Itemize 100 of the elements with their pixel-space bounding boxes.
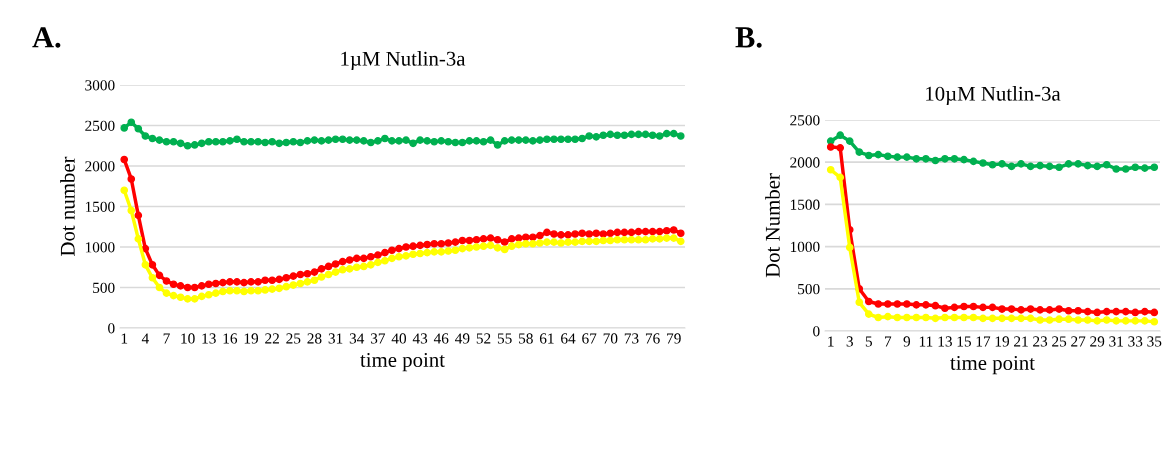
y-tick-label: 2000: [85, 161, 115, 172]
point: [941, 304, 949, 313]
x-tick-label: 11: [919, 336, 933, 347]
point: [874, 313, 883, 322]
y-tick-label: 2500: [790, 115, 820, 126]
y-tick-label: 2500: [85, 120, 115, 131]
point: [1074, 306, 1082, 315]
point: [998, 314, 1006, 323]
y-tick-label: 1500: [85, 201, 115, 212]
y-tick-label: 1000: [85, 242, 115, 253]
x-tick-label: 13: [202, 333, 216, 344]
x-tick-label: 31: [328, 333, 343, 344]
point: [998, 160, 1006, 168]
x-tick-label: 22: [265, 333, 279, 344]
x-tick-label: 3: [846, 336, 853, 347]
point: [1150, 308, 1159, 317]
point: [1074, 160, 1082, 168]
point: [941, 313, 949, 322]
point: [912, 313, 921, 322]
x-tick-label: 17: [976, 336, 991, 347]
y-tick-label: 1000: [790, 241, 820, 253]
x-tick-label: 1: [828, 336, 834, 347]
point: [922, 155, 930, 163]
point: [1055, 163, 1063, 172]
x-tick-label: 9: [903, 336, 911, 347]
point: [864, 297, 873, 306]
y-tick-label: 1500: [790, 199, 820, 210]
x-tick-label: 28: [307, 333, 322, 344]
point: [1026, 314, 1035, 323]
point: [912, 301, 921, 309]
point: [979, 159, 987, 167]
x-tick-label: 58: [519, 333, 533, 344]
point: [988, 314, 997, 323]
x-tick-label: 76: [645, 333, 660, 344]
point: [950, 303, 959, 312]
point: [826, 143, 835, 151]
y-axis-title: Dot Number: [765, 173, 780, 278]
point: [1064, 306, 1073, 315]
point: [988, 160, 997, 169]
point: [1017, 306, 1025, 314]
point: [1007, 305, 1016, 313]
x-tick-label: 13: [938, 336, 952, 347]
point: [1112, 307, 1121, 316]
y-tick-label: 0: [813, 326, 820, 337]
x-tick-label: 10: [181, 333, 195, 344]
point: [1150, 317, 1159, 326]
point: [960, 155, 968, 164]
x-tick-label: 61: [539, 333, 554, 344]
point: [1131, 163, 1140, 172]
x-tick-label: 7: [885, 336, 892, 347]
x-tick-label: 79: [667, 333, 681, 344]
point: [1045, 306, 1054, 314]
point: [1140, 307, 1149, 316]
point: [883, 152, 892, 161]
point: [845, 243, 854, 252]
point: [893, 300, 902, 308]
point: [826, 165, 835, 174]
x-tick-label: 37: [370, 333, 386, 344]
point: [1121, 317, 1130, 325]
x-tick-label: 73: [624, 333, 639, 344]
point: [969, 157, 978, 166]
point: [903, 300, 911, 308]
x-tick-label: 55: [497, 333, 512, 344]
point: [931, 301, 940, 310]
chart-title: 10µM Nutlin-3a: [926, 86, 1061, 105]
point: [874, 150, 883, 159]
point: [1074, 316, 1082, 324]
text: A.: [32, 27, 61, 48]
point: [998, 305, 1006, 313]
x-tick-label: 35: [1147, 336, 1162, 347]
point: [845, 137, 854, 145]
point: [1017, 160, 1025, 168]
x-tick-label: 33: [1128, 336, 1143, 347]
point: [1131, 308, 1140, 317]
x-tick-label: 16: [223, 333, 238, 344]
x-tick-label: 34: [349, 333, 365, 344]
x-tick-label: 7: [163, 333, 170, 344]
point: [922, 301, 930, 309]
y-tick-label: 0: [108, 323, 115, 334]
point: [1045, 316, 1054, 324]
x-tick-label: 40: [391, 333, 407, 344]
point: [931, 314, 940, 323]
point: [1007, 162, 1016, 171]
x-tick-label: 25: [1052, 336, 1067, 347]
point: [883, 300, 892, 308]
point: [979, 303, 987, 312]
x-tick-label: 43: [412, 333, 428, 344]
point: [1007, 314, 1016, 323]
x-tick-label: 23: [1033, 336, 1048, 347]
point: [1083, 316, 1092, 324]
y-tick-label: 500: [93, 282, 115, 293]
point: [1112, 165, 1121, 173]
x-tick-label: 67: [582, 333, 597, 344]
x-tick-label: 31: [1109, 336, 1123, 347]
point: [1055, 315, 1063, 324]
point: [1140, 317, 1149, 325]
point: [855, 148, 864, 156]
x-tick-label: 19: [244, 333, 259, 344]
point: [855, 298, 864, 307]
point: [1026, 305, 1035, 313]
